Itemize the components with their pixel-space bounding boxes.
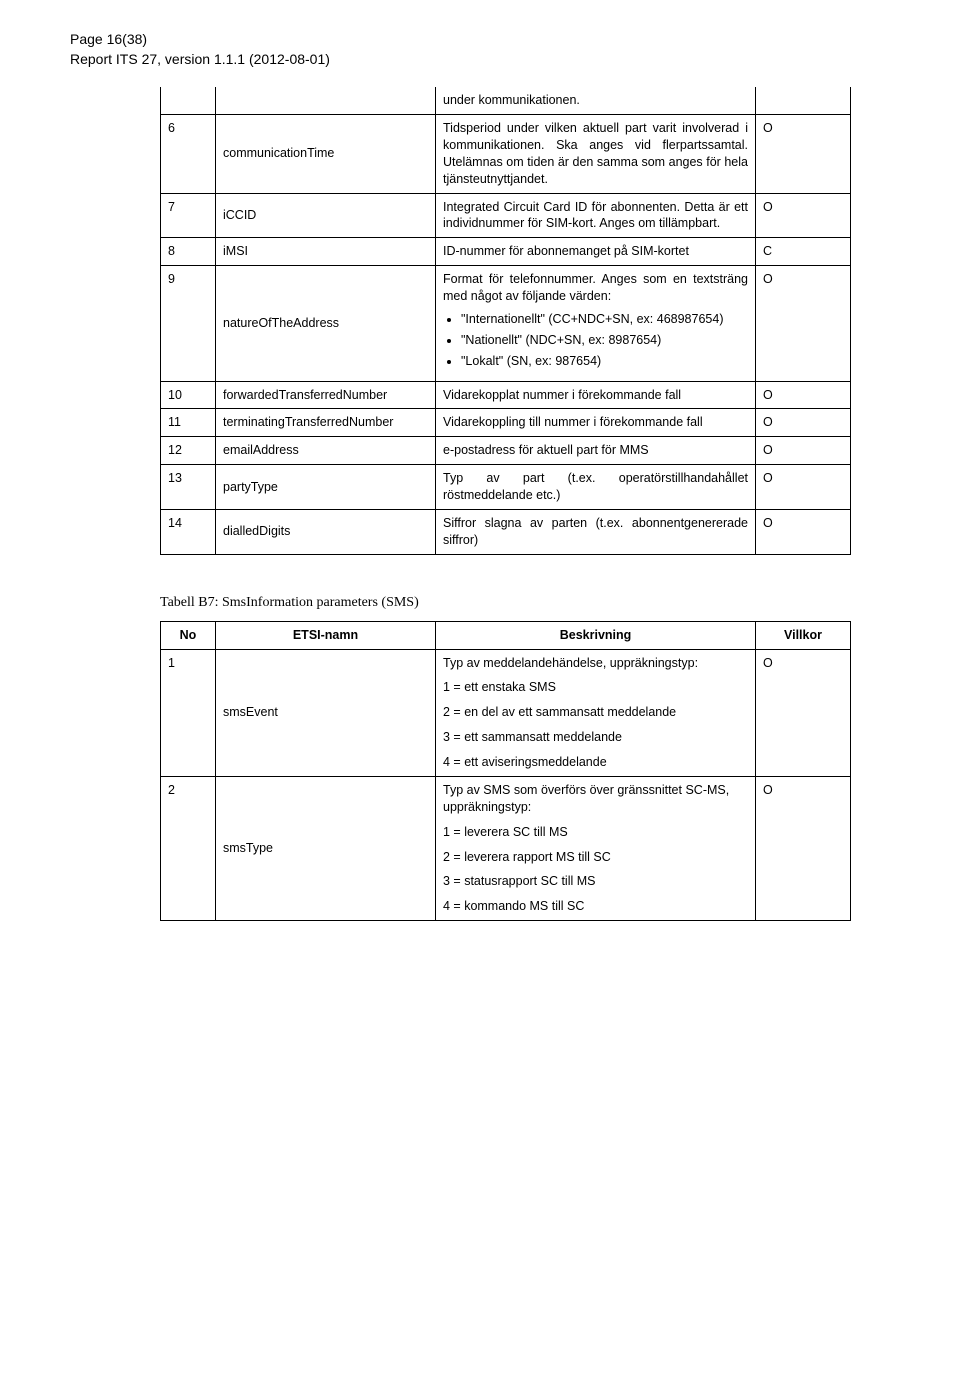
cell-desc: under kommunikationen. [436,87,756,114]
table-2-wrap: No ETSI-namn Beskrivning Villkor 1smsEve… [160,621,890,922]
table-row: 1smsEventTyp av meddelandehändelse, uppr… [161,649,851,776]
col-header-cond: Villkor [756,621,851,649]
cell-desc: Typ av SMS som överförs över gränssnitte… [436,776,756,920]
table-2-caption: Tabell B7: SmsInformation parameters (SM… [160,595,890,611]
report-title: Report ITS 27, version 1.1.1 (2012-08-01… [70,50,890,70]
table-row: 13partyTypeTyp av part (t.ex. operatörst… [161,465,851,510]
cell-no: 12 [161,437,216,465]
cell-name: dialledDigits [216,509,436,554]
cell-name: smsType [216,776,436,920]
cell-desc: e-postadress för aktuell part för MMS [436,437,756,465]
cell-name: forwardedTransferredNumber [216,381,436,409]
cell-no: 11 [161,409,216,437]
cell-name: smsEvent [216,649,436,776]
cell-no: 7 [161,193,216,238]
cell-name: partyType [216,465,436,510]
cell-desc: Format för telefonnummer. Anges som en t… [436,266,756,381]
cell-desc: Integrated Circuit Card ID för abonnente… [436,193,756,238]
cell-no [161,87,216,114]
cell-name: emailAddress [216,437,436,465]
cell-desc: ID-nummer för abonnemanget på SIM-kortet [436,238,756,266]
cell-cond: O [756,649,851,776]
cell-name: natureOfTheAddress [216,266,436,381]
table-1-wrap: under kommunikationen. 6communicationTim… [160,87,890,555]
col-header-name: ETSI-namn [216,621,436,649]
table-row: 12emailAddresse-postadress för aktuell p… [161,437,851,465]
cell-name: communicationTime [216,115,436,194]
table-row: under kommunikationen. [161,87,851,114]
cell-desc: Tidsperiod under vilken aktuell part var… [436,115,756,194]
col-header-desc: Beskrivning [436,621,756,649]
cell-no: 13 [161,465,216,510]
cell-no: 14 [161,509,216,554]
cell-desc: Siffror slagna av parten (t.ex. abonnent… [436,509,756,554]
cell-cond: O [756,776,851,920]
cell-name: iCCID [216,193,436,238]
cell-desc: Vidarekoppling till nummer i förekommand… [436,409,756,437]
cell-name: terminatingTransferredNumber [216,409,436,437]
cell-cond: O [756,509,851,554]
cell-desc: Typ av meddelandehändelse, uppräkningsty… [436,649,756,776]
cell-cond: O [756,409,851,437]
table-row: 9natureOfTheAddressFormat för telefonnum… [161,266,851,381]
table-row: 7iCCIDIntegrated Circuit Card ID för abo… [161,193,851,238]
cell-cond: O [756,381,851,409]
cell-cond [756,87,851,114]
parameters-table-1: under kommunikationen. 6communicationTim… [160,87,851,555]
cell-cond: O [756,437,851,465]
cell-cond: O [756,465,851,510]
cell-name [216,87,436,114]
cell-no: 6 [161,115,216,194]
page: Page 16(38) Report ITS 27, version 1.1.1… [0,0,960,1380]
table-row: 14dialledDigitsSiffror slagna av parten … [161,509,851,554]
table-header-row: No ETSI-namn Beskrivning Villkor [161,621,851,649]
cell-desc: Vidarekopplat nummer i förekommande fall [436,381,756,409]
cell-no: 10 [161,381,216,409]
table-row: 11terminatingTransferredNumberVidarekopp… [161,409,851,437]
page-number: Page 16(38) [70,30,890,50]
table-row: 10forwardedTransferredNumberVidarekoppla… [161,381,851,409]
cell-no: 1 [161,649,216,776]
table-row: 2smsTypeTyp av SMS som överförs över grä… [161,776,851,920]
cell-no: 8 [161,238,216,266]
parameters-table-2: No ETSI-namn Beskrivning Villkor 1smsEve… [160,621,851,922]
cell-cond: O [756,193,851,238]
cell-no: 2 [161,776,216,920]
cell-cond: O [756,266,851,381]
cell-cond: C [756,238,851,266]
cell-cond: O [756,115,851,194]
col-header-no: No [161,621,216,649]
table-row: 8iMSIID-nummer för abonnemanget på SIM-k… [161,238,851,266]
cell-no: 9 [161,266,216,381]
cell-name: iMSI [216,238,436,266]
table-row: 6communicationTimeTidsperiod under vilke… [161,115,851,194]
cell-desc: Typ av part (t.ex. operatörstillhandahål… [436,465,756,510]
